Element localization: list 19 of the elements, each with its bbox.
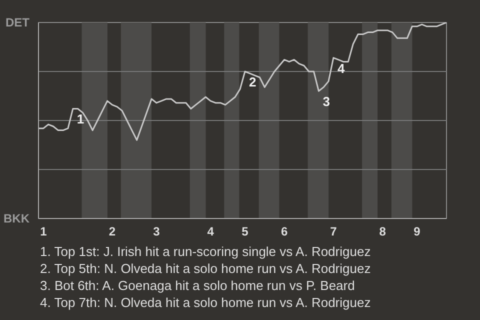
text: 3. Bot 6th: A. Goenaga hit a solo home run vs P. Beard (40, 277, 356, 294)
x-tick-label: 3 (153, 224, 160, 238)
x-tick-label: 4 (207, 224, 214, 238)
x-tick-label: 9 (414, 224, 421, 238)
annotation: 3 (322, 94, 330, 110)
x-tick-label: 2 (108, 224, 116, 238)
x-tick-label: 7 (330, 224, 338, 238)
annotation: 4 (337, 60, 346, 76)
x-tick-label: 1 (40, 224, 48, 238)
annotation: 2 (248, 74, 256, 90)
x-tick-label: 6 (280, 224, 288, 238)
x-tick-label: 8 (379, 224, 386, 238)
annotation: 1 (76, 112, 84, 127)
x-tick-label: 5 (242, 224, 249, 238)
text: 1. Top 1st: J. Irish hit a run-scoring single vs A. Rodriguez (40, 243, 371, 260)
text: 4. Top 7th: N. Olveda hit a solo home run vs A. Rodriguez (40, 294, 371, 311)
text: 2. Top 5th: N. Olveda hit a solo home run vs A. Rodriguez (40, 260, 371, 277)
text: DET (6, 16, 30, 30)
text: BKK (4, 212, 30, 226)
